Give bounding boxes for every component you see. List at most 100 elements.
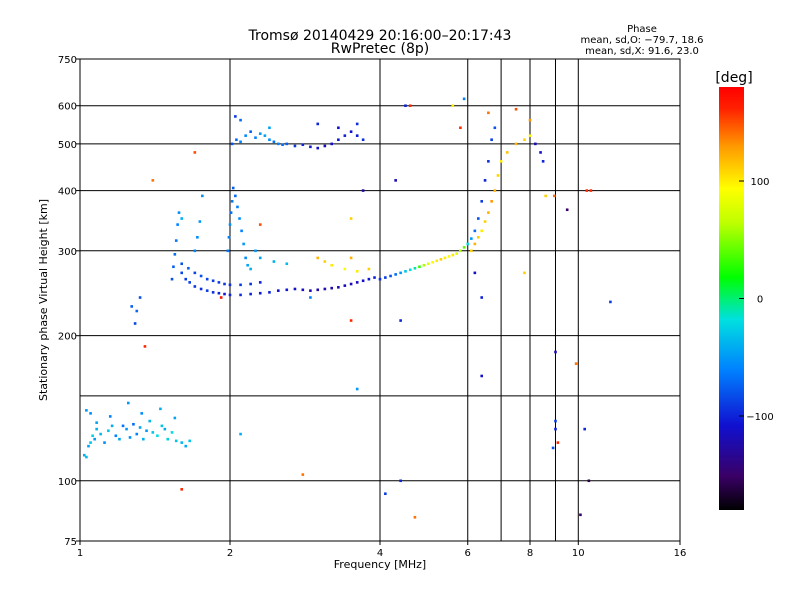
data-point (89, 441, 92, 444)
data-point (184, 277, 188, 281)
colorbar-tick-label: 0 (757, 295, 763, 306)
data-point (355, 122, 359, 126)
data-point (470, 237, 473, 240)
data-point (514, 107, 518, 111)
data-point (459, 249, 462, 253)
phase-stats-x: mean, sd,X: 91.6, 23.0 (585, 46, 699, 57)
data-point (589, 189, 593, 192)
data-point (249, 267, 252, 271)
data-point (249, 282, 252, 286)
data-point (447, 255, 451, 258)
data-point (316, 122, 320, 126)
data-point (349, 217, 353, 220)
data-point (174, 439, 178, 443)
data-point (574, 362, 578, 365)
data-point (193, 271, 197, 275)
data-point (316, 146, 320, 150)
data-point (199, 274, 203, 278)
data-point (373, 276, 376, 279)
data-point (422, 263, 426, 267)
data-point (151, 431, 155, 434)
data-point (217, 291, 221, 295)
data-point (384, 276, 387, 279)
data-point (301, 473, 305, 476)
data-point (268, 291, 271, 294)
data-point (223, 292, 226, 296)
data-point (254, 249, 257, 253)
data-point (389, 274, 392, 278)
data-point (541, 160, 545, 163)
data-point (258, 256, 262, 260)
data-point (528, 118, 532, 122)
data-point (301, 143, 305, 147)
data-point (487, 111, 490, 115)
data-point (473, 242, 477, 246)
data-point (246, 263, 249, 267)
data-point (239, 283, 242, 287)
chart-title: Tromsø 20140429 20:16:00–20:17:43 (248, 28, 512, 44)
data-point (462, 97, 466, 101)
y-axis-ticks: 75 100 200 300 400 500 600 750 (58, 55, 80, 548)
data-point (483, 179, 487, 182)
data-point (227, 235, 231, 239)
data-point (143, 345, 147, 348)
data-point (609, 300, 612, 304)
data-point (470, 249, 473, 253)
data-point (193, 249, 197, 253)
data-point (89, 412, 92, 415)
y-tick-label: 400 (58, 187, 77, 198)
data-point (276, 142, 280, 146)
data-point (135, 309, 139, 313)
data-point (285, 142, 289, 146)
data-point (451, 104, 455, 108)
data-point (211, 291, 215, 294)
data-point (151, 179, 155, 182)
data-point (230, 200, 234, 203)
data-point (349, 319, 353, 322)
data-point (384, 492, 387, 496)
data-point (272, 260, 276, 263)
data-point (193, 285, 197, 288)
data-point (187, 266, 190, 270)
data-point (523, 271, 526, 275)
data-point (451, 253, 455, 257)
data-point (234, 115, 237, 118)
data-point (361, 279, 365, 283)
data-point (228, 283, 232, 287)
data-point (249, 292, 252, 296)
colorbar-unit-label: [deg] (715, 70, 752, 86)
data-point (330, 263, 334, 267)
data-point (399, 271, 402, 275)
data-point (230, 142, 234, 146)
data-point (355, 270, 359, 273)
data-point (148, 419, 152, 423)
data-point (217, 281, 221, 284)
data-point (309, 145, 312, 149)
data-point (229, 211, 233, 214)
data-point (551, 446, 555, 450)
data-point (585, 189, 589, 192)
phase-stats-o: mean, sd,O: −79.7, 18.6 (581, 35, 704, 46)
data-point (177, 211, 181, 214)
x-tick-label: 2 (227, 548, 233, 559)
y-tick-label: 600 (58, 102, 77, 113)
data-point (539, 151, 542, 154)
data-points (82, 97, 612, 519)
data-point (552, 194, 556, 198)
data-point (242, 242, 245, 246)
x-tick-label: 1 (77, 548, 83, 559)
data-point (268, 126, 271, 130)
data-point (140, 412, 144, 415)
data-point (238, 217, 241, 220)
data-point (293, 287, 297, 291)
chart-subtitle: RwPretec (8p) (331, 41, 429, 57)
data-point (579, 513, 582, 517)
data-point (228, 293, 232, 297)
data-point (108, 415, 112, 418)
data-point (349, 256, 353, 260)
data-point (107, 429, 110, 433)
data-point (173, 253, 177, 256)
data-point (130, 305, 134, 308)
data-point (95, 421, 98, 424)
